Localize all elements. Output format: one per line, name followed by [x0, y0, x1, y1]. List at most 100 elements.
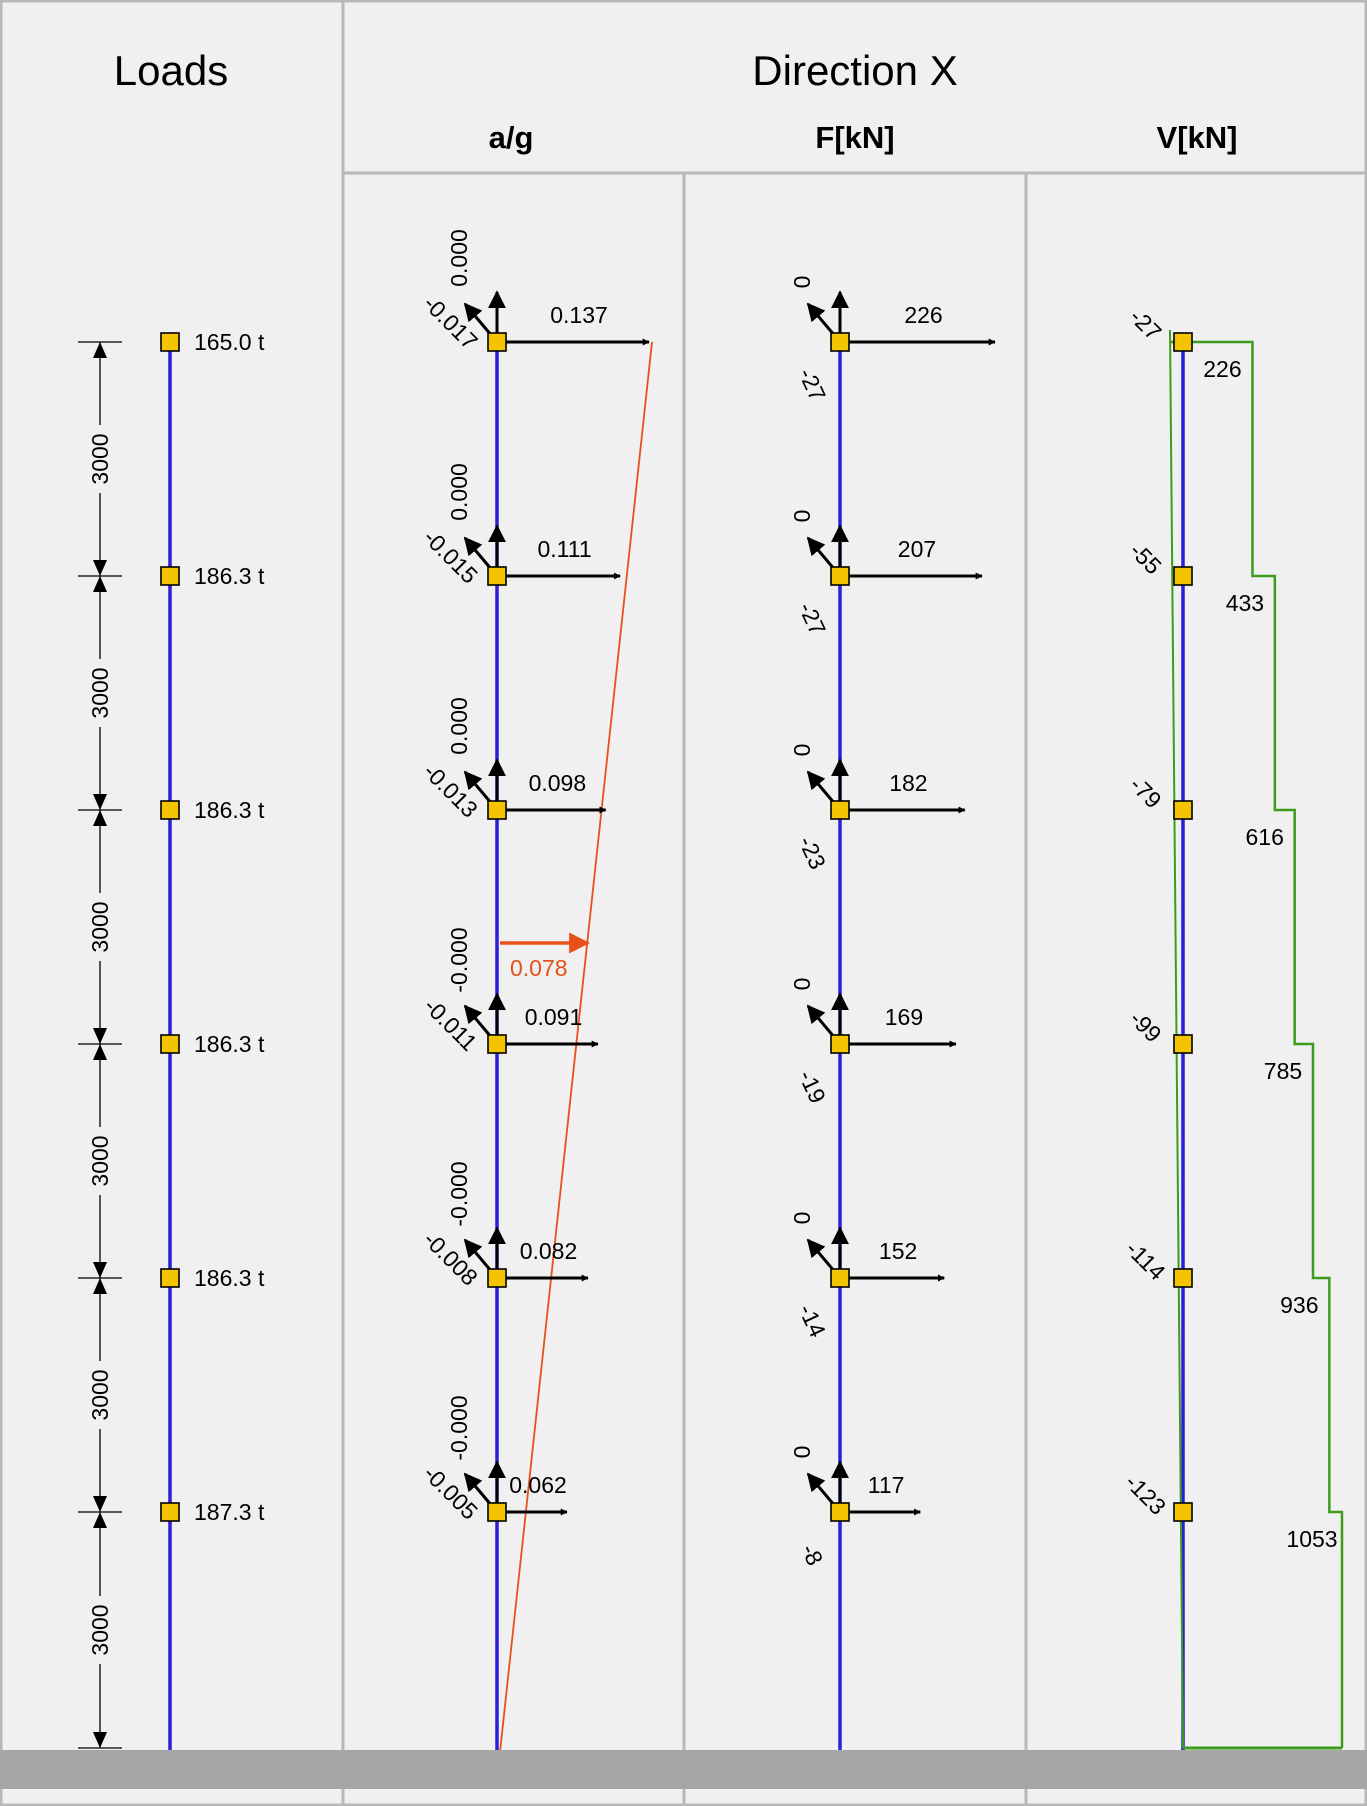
load-label: 186.3 t [194, 797, 265, 823]
dimension-label: 3000 [87, 1135, 113, 1186]
ag-x-label: 0.082 [520, 1238, 578, 1264]
ag-x-label: 0.091 [525, 1004, 583, 1030]
ground-bar [0, 1750, 1367, 1789]
ag-diag-label: -0.013 [418, 758, 483, 823]
dimension-arrowhead [93, 810, 107, 826]
force-y-label: 0 [789, 1212, 815, 1225]
shear-diag-label: -123 [1120, 1469, 1171, 1520]
ag-x-label: 0.062 [509, 1472, 567, 1498]
dimension-arrowhead [93, 1044, 107, 1060]
shear-value-label: 226 [1203, 356, 1241, 382]
shear-diag-label: -27 [1125, 303, 1167, 345]
load-label: 187.3 t [194, 1499, 265, 1525]
load-nodes: 165.0 t 186.3 t 186.3 t 186.3 t 186.3 t 187.3… [160, 329, 265, 1525]
shear-value-label: 785 [1264, 1058, 1302, 1084]
ag-y-label: 0.000 [446, 697, 472, 755]
floor-node [830, 332, 850, 352]
shear-nodes: -27 226 -55 433 -79 616 -99 785 -114 936 -123 1053 [1120, 303, 1337, 1552]
shear-diag-label: -114 [1121, 1235, 1171, 1285]
shear-value-label: 433 [1226, 590, 1264, 616]
floor-node [830, 1502, 850, 1522]
floor-node [160, 800, 180, 820]
ag-y-label: 0.000 [446, 463, 472, 521]
ag-y-label: -0.000 [446, 1161, 472, 1226]
dimension-label-mask [88, 1127, 112, 1195]
shear-column-header: V[kN] [1157, 120, 1238, 155]
dimension-label: 3000 [87, 667, 113, 718]
force-x-label: 207 [898, 536, 936, 562]
dimension-label-mask [88, 659, 112, 727]
force-x-label: 226 [904, 302, 942, 328]
dimension-arrowhead [93, 560, 107, 576]
floor-node [487, 1034, 507, 1054]
floor-node [1173, 1502, 1193, 1522]
ag-diag-label: -0.015 [418, 524, 483, 589]
direction-header: Direction X [752, 47, 957, 94]
force-diag-label: -27 [793, 364, 831, 405]
force-diag-label: -27 [793, 598, 831, 639]
shear-diag-label: -55 [1125, 537, 1167, 579]
ag-panel: 0.078 0.1370.000-0.0170.1110.000-0.0150.… [418, 229, 653, 1753]
floor-node [160, 566, 180, 586]
dimension-label-mask [88, 893, 112, 961]
dimension-arrowhead [93, 576, 107, 592]
force-diag-label: -23 [793, 832, 831, 873]
ag-diag-label: -0.005 [418, 1460, 483, 1525]
ag-x-label: 0.137 [550, 302, 608, 328]
floor-node [1173, 800, 1193, 820]
floor-node [1173, 1034, 1193, 1054]
ag-y-label: 0.000 [446, 229, 472, 287]
floor-node [487, 800, 507, 820]
dimension-arrowhead [93, 1278, 107, 1294]
dimension-label: 3000 [87, 901, 113, 952]
dimension-label-mask [88, 1596, 112, 1664]
dimension-arrowhead [93, 1496, 107, 1512]
force-nodes: 226 0 -27 207 0 -27 182 0 -23 169 0 -19 152 0 -14 117 0 -… [789, 276, 996, 1570]
load-label: 186.3 t [194, 563, 265, 589]
force-y-label: 0 [789, 276, 815, 289]
floor-node [1173, 332, 1193, 352]
shear-diag-label: -99 [1125, 1005, 1167, 1047]
force-diag-label: -14 [793, 1300, 831, 1341]
ag-y-label: -0.000 [446, 1395, 472, 1460]
floor-node [830, 1268, 850, 1288]
ag-diag-label: -0.011 [419, 993, 482, 1056]
force-y-label: 0 [789, 744, 815, 757]
dimension-arrowhead [93, 1262, 107, 1278]
floor-node [160, 1034, 180, 1054]
force-x-label: 117 [868, 1472, 905, 1498]
shear-panel: -27 226 -55 433 -79 616 -99 785 -114 936 -123 1053 [1120, 303, 1344, 1750]
dimension-label-mask [88, 425, 112, 493]
force-x-label: 182 [889, 770, 927, 796]
floor-node [160, 1502, 180, 1522]
ag-y-label: -0.000 [446, 927, 472, 992]
floor-node [160, 332, 180, 352]
floor-node [487, 332, 507, 352]
shear-value-label: 616 [1246, 824, 1284, 850]
shear-value-label: 936 [1280, 1292, 1318, 1318]
force-y-label: 0 [789, 510, 815, 523]
floor-node [1173, 566, 1193, 586]
shear-value-label: 1053 [1286, 1526, 1337, 1552]
force-y-label: 0 [789, 1446, 815, 1459]
ag-interpolation-line [499, 341, 653, 1753]
dimension-arrowhead [93, 794, 107, 810]
force-x-label: 169 [885, 1004, 923, 1030]
force-panel: 226 0 -27 207 0 -27 182 0 -23 169 0 -19 152 0 -14 117 0 -… [789, 276, 996, 1752]
load-label: 186.3 t [194, 1031, 265, 1057]
load-label: 186.3 t [194, 1265, 265, 1291]
dimension-arrowhead [93, 342, 107, 358]
loads-header: Loads [114, 47, 228, 94]
dimension-chain: 3000 3000 3000 3000 3000 3000 [78, 341, 122, 1749]
ag-diag-label: -0.008 [418, 1226, 483, 1291]
ag-mean-label: 0.078 [510, 955, 568, 981]
force-diag-label: -19 [793, 1066, 831, 1107]
dimension-arrowhead [93, 1512, 107, 1528]
floor-node [830, 800, 850, 820]
dimension-label: 3000 [87, 433, 113, 484]
force-diag-label: -8 [796, 1540, 828, 1570]
floor-node [830, 566, 850, 586]
